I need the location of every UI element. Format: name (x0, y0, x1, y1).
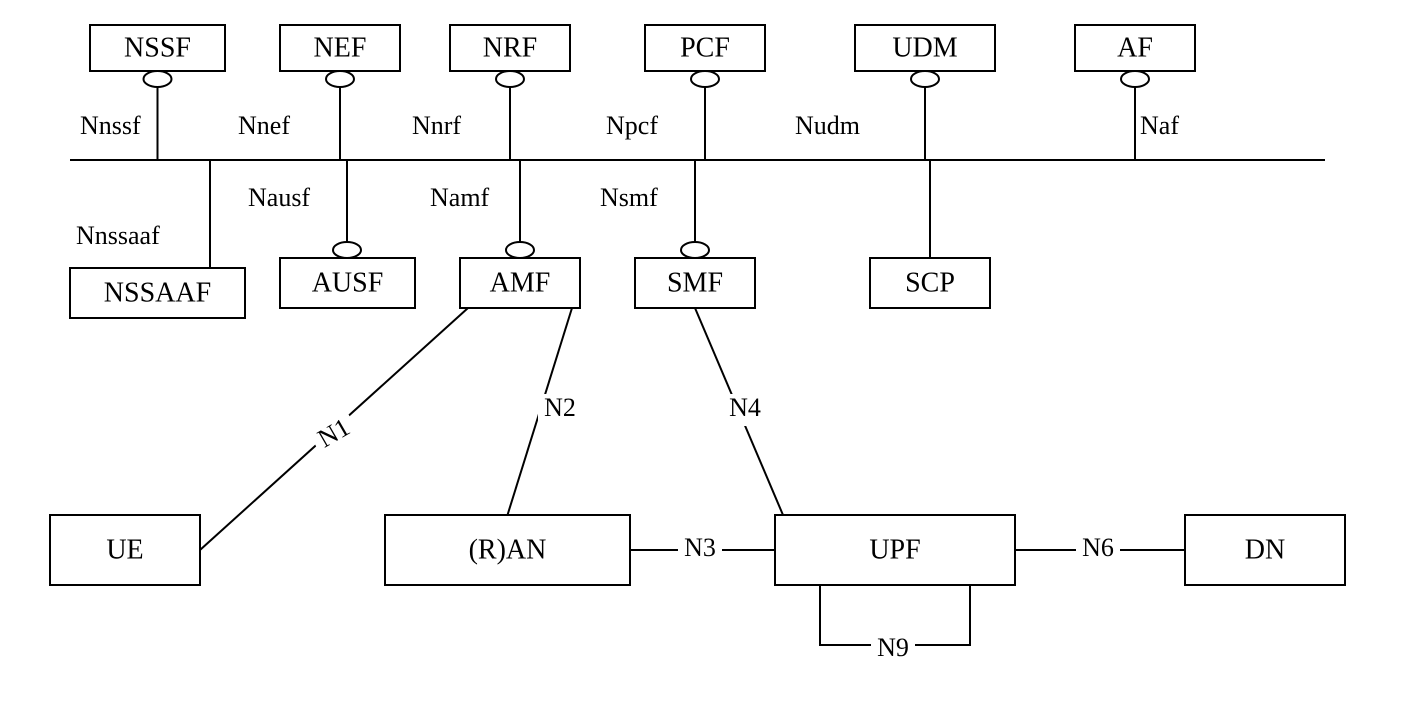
nf-label-udm: UDM (892, 32, 957, 63)
service-port-udm (911, 71, 939, 87)
iface-label-pcf: Npcf (606, 111, 658, 140)
iface-label-udm: Nudm (795, 111, 860, 140)
service-port-pcf (691, 71, 719, 87)
service-port-nssf (144, 71, 172, 87)
iface-label-amf: Namf (430, 183, 490, 212)
service-port-smf (681, 242, 709, 258)
nf-label-nssaaf: NSSAAF (104, 277, 211, 308)
service-port-af (1121, 71, 1149, 87)
ref-label-n6: N6 (1082, 533, 1114, 562)
nf-label-af: AF (1117, 32, 1153, 63)
iface-label-nrf: Nnrf (412, 111, 461, 140)
plane-label-ue: UE (106, 534, 143, 565)
nf-label-pcf: PCF (680, 32, 730, 63)
plane-label-dn: DN (1245, 534, 1285, 565)
iface-label-nef: Nnef (238, 111, 290, 140)
nf-label-scp: SCP (905, 267, 955, 298)
iface-label-ausf: Nausf (248, 183, 310, 212)
architecture-diagram: NSSF Nnssf NEF Nnef NRF Nnrf PCF Npcf UDM Nudm AF N… (0, 0, 1420, 717)
iface-label-nssf: Nnssf (80, 111, 141, 140)
ref-label-n2: N2 (544, 393, 576, 422)
nf-label-nssf: NSSF (124, 32, 191, 63)
ref-label-n9: N9 (877, 633, 909, 662)
nf-label-nef: NEF (314, 32, 367, 63)
service-port-amf (506, 242, 534, 258)
iface-label-af: Naf (1140, 111, 1179, 140)
iface-label-smf: Nsmf (600, 183, 658, 212)
iface-label-nssaaf: Nnssaaf (76, 221, 160, 250)
nf-label-nrf: NRF (483, 32, 537, 63)
nf-label-amf: AMF (490, 267, 551, 298)
nf-label-ausf: AUSF (312, 267, 384, 298)
plane-label-upf: UPF (869, 534, 920, 565)
plane-label-ran: (R)AN (469, 534, 547, 565)
service-port-nef (326, 71, 354, 87)
service-port-ausf (333, 242, 361, 258)
ref-label-n3: N3 (684, 533, 716, 562)
service-port-nrf (496, 71, 524, 87)
nf-label-smf: SMF (667, 267, 723, 298)
ref-label-n4: N4 (729, 393, 761, 422)
